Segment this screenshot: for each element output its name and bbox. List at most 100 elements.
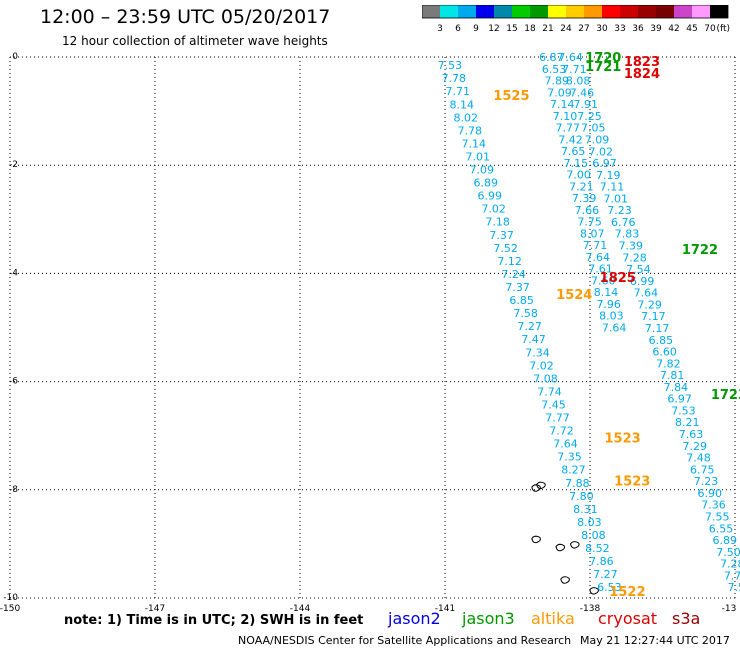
- wave-height-value: 7.27: [517, 320, 542, 333]
- wave-height-value: 6.76: [611, 216, 636, 229]
- colorbar-label: 18: [524, 24, 536, 34]
- y-tick-label: -8: [9, 485, 18, 495]
- wave-height-value: 7.23: [607, 204, 632, 217]
- wave-height-value: 8.21: [675, 416, 700, 429]
- wave-height-value: 8.52: [585, 542, 610, 555]
- pass-time-label: 1524: [556, 288, 592, 303]
- wave-height-value: 6.99: [630, 275, 655, 288]
- colorbar-swatch: [458, 5, 476, 18]
- wave-height-value: 7.83: [615, 228, 640, 241]
- pass-time-label: 1720: [585, 51, 621, 66]
- wave-height-value: 7.64: [558, 51, 583, 64]
- colorbar-swatch: [566, 5, 584, 18]
- wave-height-value: 6.97: [592, 157, 617, 170]
- pass-time-label: 1522: [609, 585, 645, 600]
- wave-height-value: 7.53: [728, 581, 740, 594]
- wave-height-value: 7.01: [604, 192, 629, 205]
- wave-height-value: 7.81: [660, 369, 685, 382]
- wave-height-value: 8.27: [561, 464, 586, 477]
- wave-height-value: 8.31: [573, 503, 598, 516]
- colorbar-label: 27: [578, 24, 589, 34]
- wave-height-value: 7.58: [513, 307, 538, 320]
- x-tick-label: -138: [580, 604, 601, 614]
- wave-height-value: 7.47: [521, 333, 546, 346]
- wave-height-value: 7.17: [641, 310, 666, 323]
- wave-height-value: 7.36: [701, 499, 726, 512]
- wave-height-value: 7.55: [705, 510, 730, 523]
- wave-height-value: 8.02: [454, 111, 479, 124]
- page-title: 12:00 – 23:59 UTC 05/20/2017: [40, 6, 331, 28]
- wave-height-value: 8.08: [566, 75, 591, 88]
- wave-height-value: 7.35: [557, 451, 582, 464]
- color-scale-legend: 3 6 9 12 15 18 21 24 27 30 33 36 39 42 45 70 (ft): [422, 5, 730, 34]
- wave-height-value: 7.23: [694, 475, 719, 488]
- wave-height-value: 7.71: [724, 569, 740, 582]
- wave-height-value: 7.50: [716, 546, 740, 559]
- wave-height-value: 7.17: [645, 322, 670, 335]
- wave-height-value: 7.54: [626, 263, 651, 276]
- wave-height-value: 8.08: [581, 529, 606, 542]
- island-outline: [589, 587, 599, 595]
- wave-height-value: 7.37: [505, 281, 530, 294]
- wave-height-value: 7.28: [622, 251, 647, 264]
- wave-height-value: 7.02: [529, 359, 554, 372]
- wave-height-value: 6.97: [667, 393, 692, 406]
- colorbar-label: 70: [704, 24, 716, 34]
- colorbar-label: 9: [473, 24, 479, 34]
- wave-height-value: 6.89: [713, 534, 738, 547]
- colorbar-label: 36: [632, 24, 644, 34]
- wave-height-value: 7.91: [573, 98, 598, 111]
- colorbar-label: 24: [560, 24, 572, 34]
- colorbar-swatch: [620, 5, 638, 18]
- wave-height-value: 7.00: [566, 169, 591, 182]
- colorbar-swatch: [440, 5, 458, 18]
- x-tick-label: -141: [435, 604, 455, 614]
- wave-height-value: 6.55: [709, 522, 734, 535]
- wave-height-value: 7.39: [572, 192, 597, 205]
- island-outline: [569, 541, 580, 549]
- colorbar-label: 39: [650, 24, 662, 34]
- colorbar-swatch: [548, 5, 566, 18]
- legend-cryosat: cryosat: [598, 609, 658, 628]
- wave-height-value: 6.53: [542, 63, 567, 76]
- colorbar-label: 6: [455, 24, 461, 34]
- wave-height-value: 6.53: [597, 581, 622, 594]
- wave-height-value: 7.71: [446, 85, 471, 98]
- colorbar-label: 21: [542, 24, 553, 34]
- colorbar-unit: (ft): [716, 24, 730, 34]
- wave-height-value: 7.74: [537, 385, 562, 398]
- y-tick-label: -2: [9, 160, 18, 170]
- pass-time-label: 1823: [624, 55, 660, 70]
- wave-height-value: 7.09: [585, 133, 610, 146]
- wave-height-value: 7.01: [465, 150, 490, 163]
- wave-height-value: 7.14: [462, 137, 487, 150]
- legend-jason2: jason2: [388, 609, 441, 628]
- wave-height-value: 7.42: [558, 133, 583, 146]
- colorbar-swatch: [710, 5, 728, 18]
- wave-height-value: 7.08: [533, 372, 558, 385]
- x-tick-label: -150: [0, 604, 20, 614]
- wave-height-value: 7.64: [634, 287, 659, 300]
- legend-altika: altika: [531, 609, 575, 628]
- wave-height-value: 7.37: [489, 229, 514, 242]
- colorbar-swatch: [692, 5, 710, 18]
- wave-height-value: 6.75: [690, 463, 715, 476]
- wave-height-value: 7.34: [525, 346, 550, 359]
- pass-time-label: 1525: [493, 89, 529, 104]
- wave-height-value: 7.02: [588, 145, 613, 158]
- wave-height-value: 7.25: [577, 110, 602, 123]
- colorbar-swatch: [422, 5, 440, 18]
- wave-height-value: 6.89: [473, 177, 498, 190]
- colorbar-swatch: [584, 5, 602, 18]
- colorbar-swatch: [530, 5, 548, 18]
- island-outline: [536, 481, 546, 490]
- legend-jason3: jason3: [462, 609, 515, 628]
- wave-height-value: 7.82: [656, 357, 681, 370]
- colorbar-label: 33: [614, 24, 625, 34]
- wave-height-value: 7.12: [497, 255, 522, 268]
- wave-height-value: 8.14: [450, 98, 475, 111]
- wave-height-value: 7.39: [619, 240, 644, 253]
- wave-height-value: 6.85: [509, 294, 534, 307]
- colorbar-label: 42: [668, 24, 679, 34]
- wave-height-value: 7.02: [481, 203, 506, 216]
